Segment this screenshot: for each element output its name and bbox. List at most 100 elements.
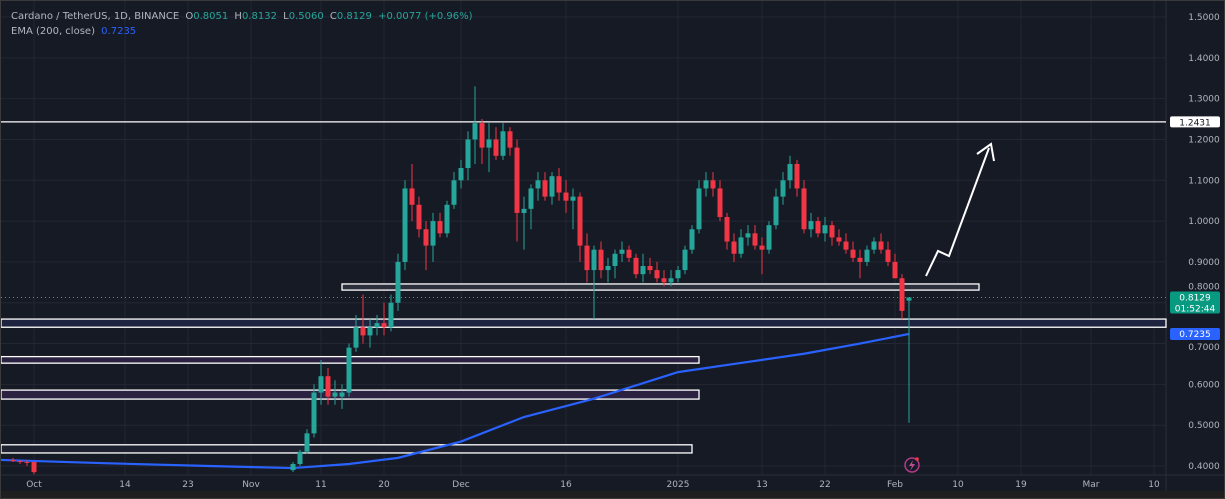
- candle-body: [745, 233, 751, 238]
- candle-body: [451, 180, 457, 205]
- candle: [892, 253, 898, 279]
- candle: [738, 229, 744, 258]
- candle: [675, 266, 681, 283]
- candle-body: [654, 270, 660, 279]
- candle: [542, 172, 548, 201]
- candle-body: [570, 196, 576, 201]
- candle-body: [584, 245, 590, 271]
- candle-body: [528, 188, 534, 209]
- lightning-event-icon[interactable]: [904, 457, 920, 473]
- candle: [458, 159, 464, 189]
- candle: [794, 159, 800, 197]
- high-label: H: [234, 11, 242, 22]
- candle: [388, 294, 394, 332]
- candle: [654, 261, 660, 283]
- level-price-tag-bg: [1170, 116, 1220, 128]
- candle: [409, 163, 415, 222]
- candle: [598, 241, 604, 279]
- candle-body: [409, 188, 415, 205]
- time-tick-label: Oct: [26, 480, 42, 490]
- candle: [479, 119, 485, 164]
- candle: [612, 249, 618, 279]
- candle-body: [10, 459, 16, 462]
- candle-body: [829, 225, 835, 238]
- candle: [906, 297, 912, 423]
- candle-body: [822, 225, 828, 234]
- candle-body: [766, 225, 772, 250]
- time-tick-label: 16: [560, 480, 572, 490]
- support-zone-rect: [1, 318, 1167, 328]
- candle: [682, 245, 688, 275]
- ema-line: [1, 332, 910, 470]
- candle-body: [332, 392, 338, 397]
- candle-body: [556, 176, 562, 193]
- candle-body: [843, 241, 849, 250]
- candle-body: [563, 192, 569, 201]
- candle-body: [290, 463, 296, 471]
- candle: [591, 245, 597, 320]
- candle: [773, 188, 779, 230]
- candle-body: [521, 208, 527, 213]
- candle-body: [738, 237, 744, 254]
- candle-body: [325, 376, 331, 397]
- candle-body: [17, 461, 23, 463]
- candle-body: [731, 241, 737, 254]
- candle-body: [598, 249, 604, 271]
- candle: [577, 192, 583, 262]
- time-tick-label: 23: [182, 480, 193, 490]
- candle: [339, 384, 345, 409]
- time-tick-label: 20: [378, 480, 390, 490]
- price-tick-label: 1.2000: [1188, 135, 1220, 145]
- candle: [787, 155, 793, 189]
- open-value: 0.8051: [193, 11, 229, 22]
- time-tick-label: 11: [315, 480, 326, 490]
- candle: [367, 319, 373, 348]
- candle: [731, 233, 737, 262]
- candle: [857, 249, 863, 279]
- candle: [10, 457, 16, 462]
- candle: [325, 368, 331, 405]
- candle: [745, 225, 751, 246]
- ema-legend-row[interactable]: EMA (200, close) 0.7235: [11, 24, 476, 39]
- candle: [619, 241, 625, 262]
- price-change: +0.0077 (+0.96%): [378, 11, 473, 22]
- candle: [381, 302, 387, 336]
- candle: [486, 123, 492, 173]
- symbol-title[interactable]: Cardano / TetherUS, 1D, BINANCE: [11, 11, 180, 22]
- candle: [507, 127, 513, 156]
- time-tick-label: 10: [1148, 480, 1160, 490]
- support-zone-rect: [341, 283, 980, 291]
- time-tick-label: 19: [1015, 480, 1027, 490]
- candle-body: [402, 188, 408, 262]
- candle-body: [514, 147, 520, 213]
- price-tick-label: 1.0000: [1188, 217, 1220, 227]
- candle: [353, 314, 359, 352]
- price-tick-label: 1.1000: [1188, 176, 1220, 186]
- candle-body: [535, 180, 541, 189]
- candle-body: [633, 257, 639, 275]
- candle: [710, 172, 716, 197]
- candle: [661, 270, 667, 287]
- level-price-tag: 1.2431: [1170, 116, 1220, 128]
- candle: [766, 221, 772, 254]
- time-tick-label: Mar: [1083, 480, 1100, 490]
- candle: [24, 459, 30, 467]
- candle: [304, 429, 310, 454]
- candle: [570, 188, 576, 230]
- candle-body: [493, 139, 499, 156]
- last-price-tag-text: 0.8129: [1179, 293, 1211, 303]
- level-price-tag-text: 1.2431: [1179, 118, 1211, 128]
- candle-body: [304, 433, 310, 452]
- candle-body: [752, 233, 758, 246]
- candle: [374, 314, 380, 336]
- candle-body: [346, 347, 352, 393]
- symbol-legend-row: Cardano / TetherUS, 1D, BINANCE O0.8051 …: [11, 9, 476, 24]
- price-tick-label: 1.4000: [1188, 54, 1220, 64]
- price-tick-label: 0.4000: [1188, 462, 1220, 472]
- close-label: C: [329, 11, 337, 22]
- time-tick-label: Nov: [242, 480, 260, 490]
- candle: [815, 217, 821, 238]
